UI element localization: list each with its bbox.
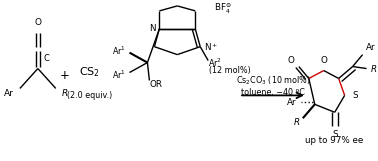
Text: O: O [320,56,327,65]
Text: BF$_4^{\ominus}$: BF$_4^{\ominus}$ [214,2,232,16]
Text: R: R [370,65,376,74]
Text: C: C [44,54,50,63]
Text: (12 mol%): (12 mol%) [209,66,251,75]
Text: Ar: Ar [366,43,375,52]
Text: O: O [34,18,41,27]
Text: +: + [60,69,70,82]
Text: S: S [332,130,338,139]
Text: Ar: Ar [287,98,297,107]
Text: O: O [288,56,295,65]
Text: Ar$^1$: Ar$^1$ [112,68,125,81]
Text: R: R [62,89,68,98]
Text: N$^+$: N$^+$ [204,41,218,52]
Text: Ar$^2$: Ar$^2$ [208,56,222,69]
Text: Ar$^1$: Ar$^1$ [112,44,125,57]
Text: CS$_2$: CS$_2$ [79,66,100,79]
Text: Ar: Ar [4,89,14,98]
Text: toluene, −40 ºC: toluene, −40 ºC [241,88,305,97]
Text: up to 97% ee: up to 97% ee [305,136,363,145]
Text: S: S [353,91,358,100]
Text: Cs$_2$CO$_3$ (10 mol%): Cs$_2$CO$_3$ (10 mol%) [235,74,310,87]
Text: OR: OR [149,80,163,89]
Text: R: R [294,118,300,127]
Text: N: N [149,24,155,33]
Text: (2.0 equiv.): (2.0 equiv.) [67,91,112,100]
